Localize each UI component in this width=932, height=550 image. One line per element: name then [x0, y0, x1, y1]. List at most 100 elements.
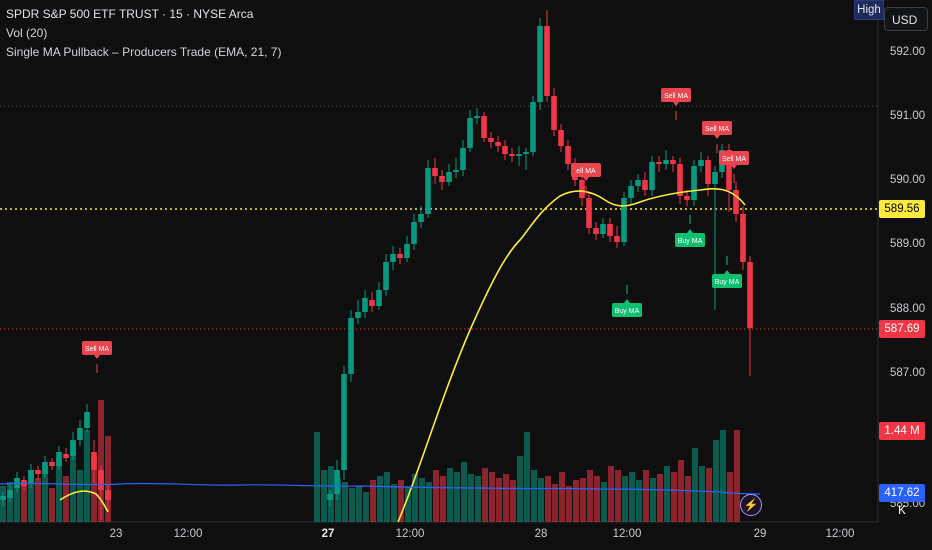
time-axis-label: 12:00: [612, 528, 642, 540]
signal-arrow: [731, 165, 737, 169]
candle-body: [411, 222, 417, 244]
candle-body: [677, 164, 683, 196]
signal-label-box: [571, 163, 601, 177]
volume-bar: [28, 470, 34, 522]
candle-body: [600, 224, 606, 234]
volume-bar: [720, 430, 726, 522]
symbol-title[interactable]: SPDR S&P 500 ETF TRUST · 15 · NYSE Arca: [6, 7, 254, 21]
volume-bar: [559, 472, 565, 522]
candle-body: [390, 254, 396, 262]
price-axis-label: 590.00: [890, 174, 926, 186]
candle-body: [348, 318, 354, 374]
volume-bar: [622, 476, 628, 522]
volume-bar: [447, 468, 453, 522]
candle-body: [0, 496, 6, 500]
signal-labels: Sell MA ell MA Sell MA Sell MA Sell MA Buy MA…: [82, 88, 749, 373]
signal-label-text: Buy MA: [678, 238, 703, 245]
volume-bar: [398, 480, 404, 522]
volume-bar: [391, 484, 397, 522]
candle-body: [98, 470, 104, 490]
candle-body: [77, 428, 83, 440]
signal-label-box: [675, 233, 705, 247]
signal-arrow: [714, 135, 720, 139]
candle-body: [502, 146, 508, 154]
candle-body: [432, 168, 438, 176]
sell-signal-label: Sell MA: [82, 341, 112, 373]
candle-body: [726, 150, 732, 190]
candle-body: [691, 166, 697, 200]
time-axis-label: 12:00: [395, 528, 425, 540]
candle-body: [705, 160, 711, 184]
price-axis-label: 589.00: [890, 238, 926, 250]
candle-body: [84, 412, 90, 428]
volume-bar: [594, 476, 600, 522]
ema-price-tag: 589.56: [879, 200, 925, 218]
lightning-icon[interactable]: ⚡: [740, 494, 762, 516]
signal-label-text: ell MA: [576, 168, 596, 175]
currency-selector[interactable]: USD: [884, 7, 928, 31]
candle-body: [593, 228, 599, 234]
candle-body: [460, 148, 466, 170]
candle-body: [49, 462, 55, 466]
volume-bar: [503, 474, 509, 522]
volume-bar: [35, 478, 41, 522]
volume-bar: [84, 430, 90, 522]
volume-bar: [629, 472, 635, 522]
time-axis-label: 27: [321, 528, 335, 540]
candle-body: [355, 312, 361, 318]
volume-bar: [377, 476, 383, 522]
candle-body: [488, 138, 494, 142]
volume-bar: [489, 472, 495, 522]
volume-bars: [0, 400, 740, 522]
candle-body: [397, 254, 403, 258]
volume-bar: [657, 474, 663, 522]
volume-bar: [105, 436, 111, 522]
candle-body: [35, 470, 41, 474]
volume-bar: [419, 478, 425, 522]
volume-bar: [643, 470, 649, 522]
candle-body: [481, 116, 487, 138]
volume-bar: [370, 480, 376, 522]
volume-bar: [42, 466, 48, 522]
last-price-tag: 587.69: [879, 320, 925, 338]
signal-arrow: [624, 299, 630, 303]
sell-signal-label: Sell MA: [702, 121, 732, 153]
signal-arrow: [673, 102, 679, 106]
sell-signal-label: Sell MA: [719, 151, 749, 183]
candle-body: [558, 130, 564, 146]
signal-arrow: [724, 270, 730, 274]
volume-bar: [664, 466, 670, 522]
candle-body: [495, 142, 501, 146]
volume-bar: [510, 480, 516, 522]
volume-bar: [63, 476, 69, 522]
candle-body: [747, 262, 753, 328]
candle-body: [712, 172, 718, 184]
volume-bar: [405, 486, 411, 522]
ema-line-segment: [59, 490, 109, 513]
volume-bar: [496, 478, 502, 522]
volume-bar: [685, 476, 691, 522]
candle-body: [544, 26, 550, 96]
signal-label-text: Sell MA: [722, 156, 746, 163]
volume-bar: [49, 488, 55, 522]
sell-signal-label: Sell MA: [661, 88, 691, 120]
candle-body: [383, 262, 389, 290]
candle-body: [42, 462, 48, 474]
candle-body: [453, 170, 459, 172]
volume-bar: [314, 432, 320, 522]
candle-body: [586, 198, 592, 228]
candle-body: [698, 160, 704, 166]
ma-indicator-title[interactable]: Single MA Pullback – Producers Trade (EM…: [6, 45, 282, 59]
candle-body: [642, 180, 648, 190]
volume-bar: [524, 432, 530, 522]
ema-line: [397, 188, 746, 523]
volume-bar: [91, 456, 97, 522]
candle-body: [439, 176, 445, 182]
signal-label-text: Sell MA: [85, 346, 109, 353]
candle-body: [516, 154, 522, 156]
candle-body: [523, 152, 529, 154]
volume-indicator-title[interactable]: Vol (20): [6, 26, 48, 40]
candle-body: [425, 168, 431, 214]
signal-label-text: Buy MA: [715, 279, 740, 286]
